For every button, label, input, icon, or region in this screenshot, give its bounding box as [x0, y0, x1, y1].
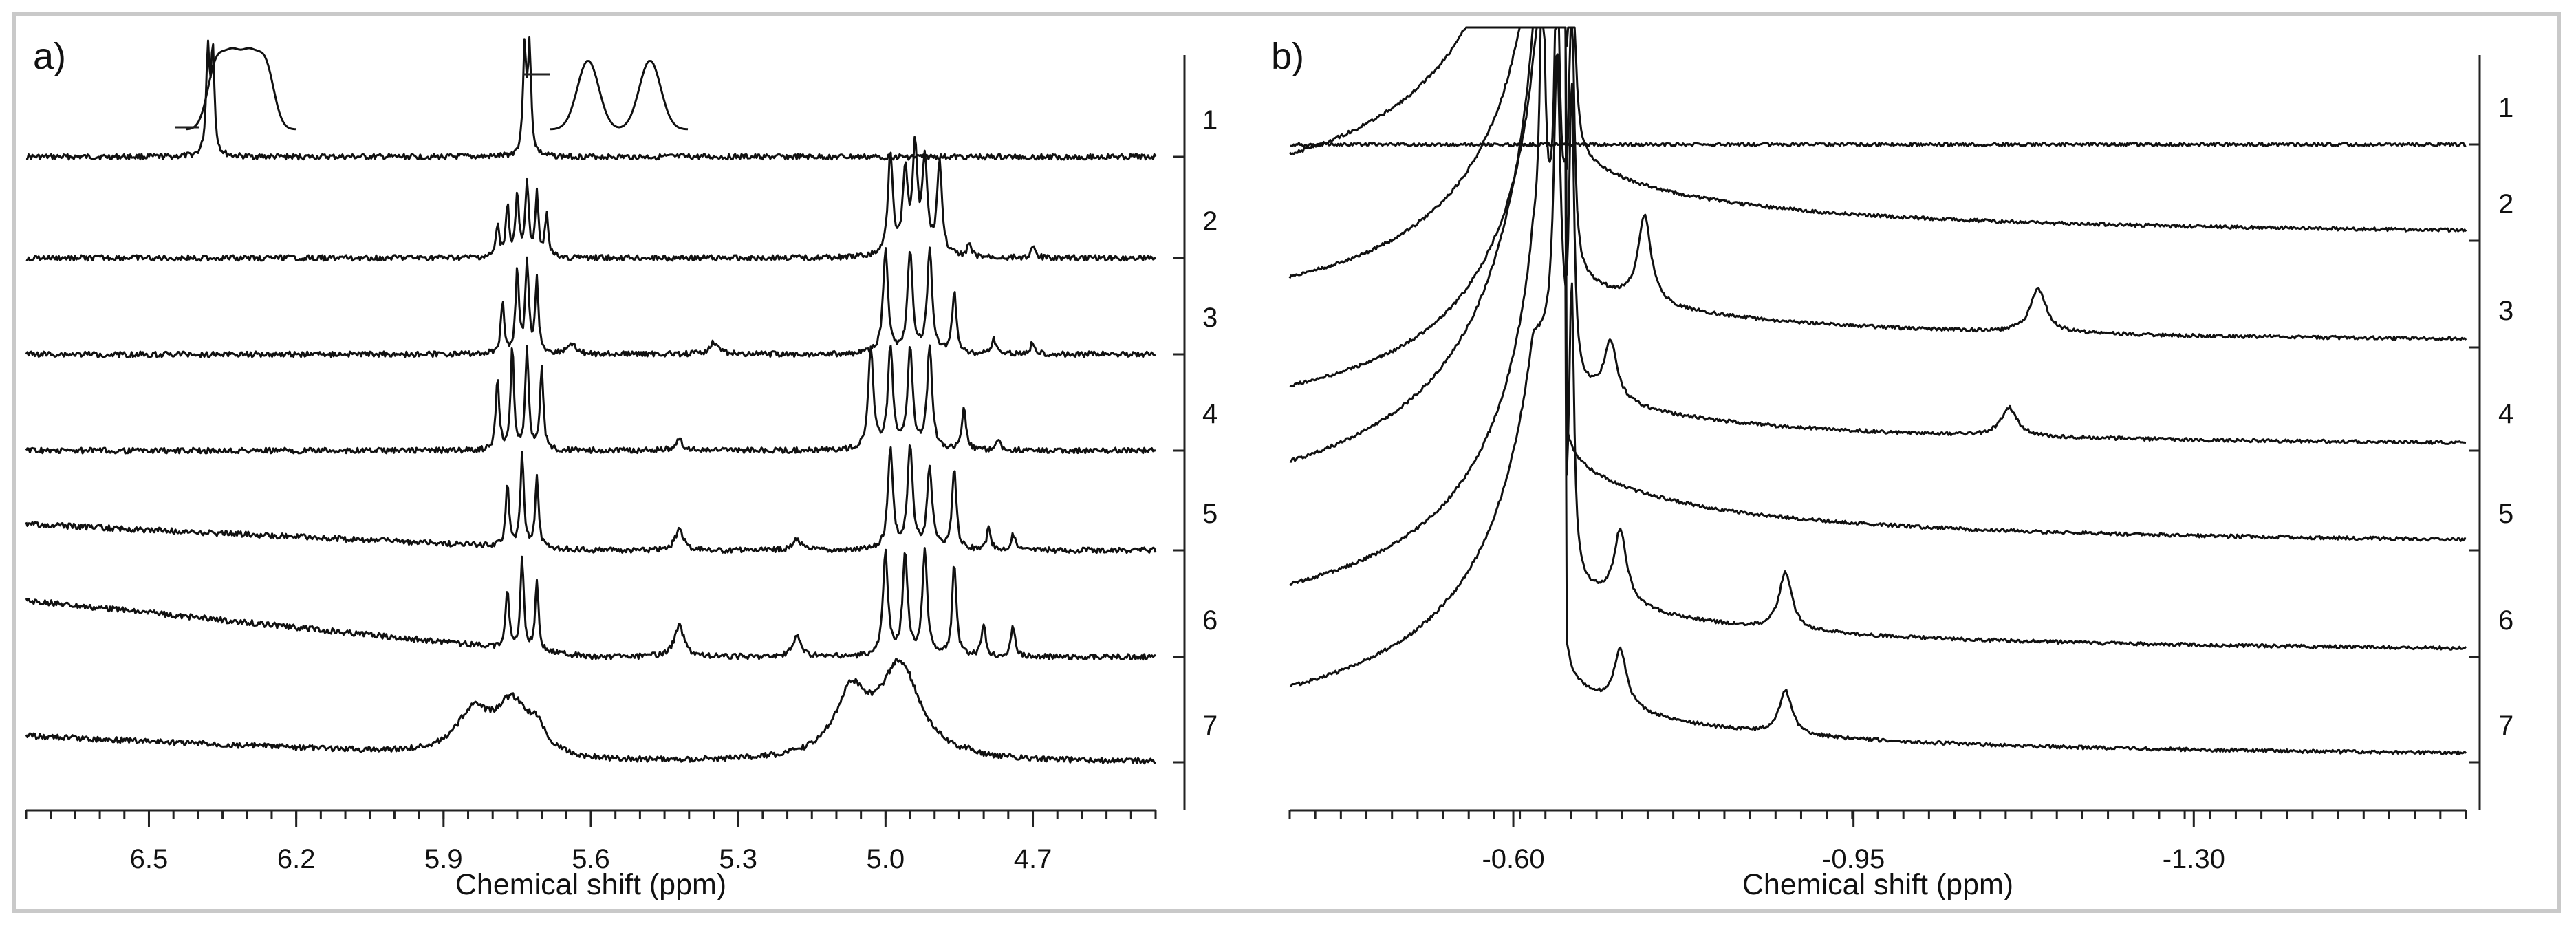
spectrum-trace-4: [1289, 26, 2467, 445]
spectrum-trace-5: [25, 444, 1157, 554]
spectrum-trace-4: [25, 344, 1156, 455]
spectrum-number-label: 5: [1202, 499, 1217, 529]
x-axis-label: Chemical shift (ppm): [1742, 868, 2013, 901]
x-tick-label: 5.9: [424, 844, 463, 874]
panel-b: b) -0.60 -0.95 -1.30 Chemical shift (ppm) 1 2 3…: [1271, 26, 2513, 901]
spectrum-number-label: 6: [2498, 605, 2513, 636]
spectrum-number-label: 3: [2498, 296, 2513, 326]
inset-multiplet-sketch: [185, 47, 296, 131]
x-tick-label: -1.30: [2163, 844, 2225, 874]
spectrum-number-label: 4: [2498, 399, 2513, 429]
spectrum-trace-5: [1289, 26, 2467, 542]
x-tick-label: 5.3: [719, 844, 757, 874]
x-tick-label: 5.6: [572, 844, 610, 874]
spectrum-trace-7: [1289, 53, 2467, 755]
panel-label: a): [33, 36, 66, 77]
x-tick-label: 6.5: [130, 844, 169, 874]
spectrum-number-label: 1: [1202, 105, 1217, 136]
panel-label: b): [1271, 36, 1304, 77]
spectrum-number-label: 3: [1202, 303, 1217, 333]
inset-doublet-sketch: [550, 60, 689, 131]
spectrum-trace-2: [25, 136, 1157, 262]
spectrum-trace-3: [1288, 26, 2467, 342]
panel-a: a) 6.5 6.2 5.9 5.6 5.3 5.0 4.7 Chemical shift (p…: [25, 36, 1217, 901]
x-tick-label: 4.7: [1014, 844, 1052, 874]
figure-frame: [12, 12, 2561, 913]
x-tick-label: 6.2: [277, 844, 316, 874]
spectrum-number-label: 7: [2498, 711, 2513, 741]
spectrum-number-label: 4: [1202, 399, 1217, 429]
x-axis-label: Chemical shift (ppm): [455, 868, 726, 901]
x-tick-label: -0.60: [1482, 844, 1544, 874]
spectrum-trace-7: [25, 658, 1156, 765]
spectrum-number-label: 2: [1202, 206, 1217, 237]
spectrum-number-label: 5: [2498, 499, 2513, 529]
spectrum-number-label: 7: [1202, 711, 1217, 741]
spectrum-number-label: 1: [2498, 93, 2513, 123]
spectrum-trace-2: [1288, 26, 2467, 233]
spectrum-trace-1: [25, 36, 1157, 161]
spectrum-trace-3: [25, 246, 1156, 358]
spectrum-trace-1: [1290, 142, 2467, 147]
x-tick-label: 5.0: [867, 844, 905, 874]
spectrum-number-label: 2: [2498, 189, 2513, 219]
spectrum-number-label: 6: [1202, 605, 1217, 636]
spectrum-trace-6: [1289, 26, 2467, 651]
spectrum-trace-6: [25, 547, 1156, 661]
x-tick-label: -0.95: [1822, 844, 1885, 874]
